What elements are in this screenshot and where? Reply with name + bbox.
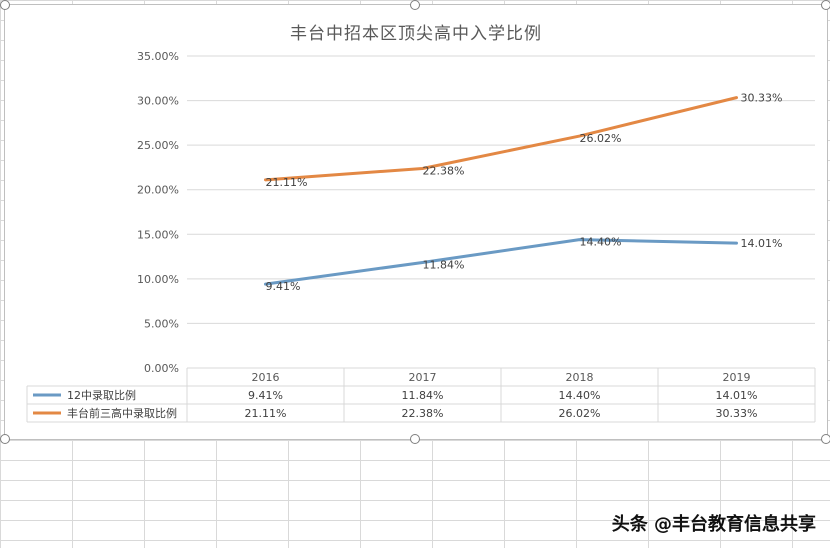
y-tick-label: 0.00% — [144, 362, 179, 375]
x-tick-label: 2018 — [566, 371, 594, 384]
table-cell: 26.02% — [559, 407, 601, 420]
data-label: 26.02% — [580, 132, 622, 145]
x-tick-label: 2019 — [723, 371, 751, 384]
table-cell: 21.11% — [245, 407, 287, 420]
y-tick-label: 35.00% — [137, 50, 179, 63]
series-line — [264, 96, 738, 182]
resize-handle-top-right[interactable] — [821, 0, 830, 10]
table-cell: 30.33% — [716, 407, 758, 420]
resize-handle-bottom[interactable] — [410, 434, 420, 444]
resize-handle-top[interactable] — [410, 0, 420, 10]
table-cell: 14.40% — [559, 389, 601, 402]
x-tick-label: 2017 — [409, 371, 437, 384]
y-tick-label: 25.00% — [137, 139, 179, 152]
legend-label: 丰台前三高中录取比例 — [67, 406, 177, 420]
chart-area[interactable]: 丰台中招本区顶尖高中入学比例 0.00% 5.00% 10.00% 15.00% 20.… — [4, 4, 828, 440]
table-cell: 14.01% — [716, 389, 758, 402]
table-cell: 22.38% — [402, 407, 444, 420]
series-line — [264, 238, 738, 286]
data-label: 14.01% — [741, 237, 783, 250]
y-tick-label: 5.00% — [144, 317, 179, 330]
resize-handle-right[interactable] — [821, 434, 830, 444]
y-tick-label: 30.00% — [137, 95, 179, 108]
legend-label: 12中录取比例 — [67, 388, 136, 402]
line-chart: 0.00% 5.00% 10.00% 15.00% 20.00% 25.00% 30.00%… — [26, 50, 816, 423]
y-tick-label: 10.00% — [137, 273, 179, 286]
data-label: 21.11% — [266, 176, 308, 189]
data-label: 30.33% — [741, 92, 783, 105]
x-tick-label: 2016 — [252, 371, 280, 384]
resize-handle-left[interactable] — [0, 434, 10, 444]
y-tick-label: 20.00% — [137, 184, 179, 197]
table-cell: 11.84% — [402, 389, 444, 402]
chart-title: 丰台中招本区顶尖高中入学比例 — [290, 24, 542, 44]
data-label: 14.40% — [580, 236, 622, 249]
data-label: 11.84% — [423, 258, 465, 271]
y-tick-label: 15.00% — [137, 228, 179, 241]
data-label: 9.41% — [266, 280, 301, 293]
watermark: 头条 @丰台教育信息共享 — [611, 514, 816, 535]
resize-handle-top-left[interactable] — [0, 0, 10, 10]
data-label: 22.38% — [423, 164, 465, 177]
table-cell: 9.41% — [248, 389, 283, 402]
